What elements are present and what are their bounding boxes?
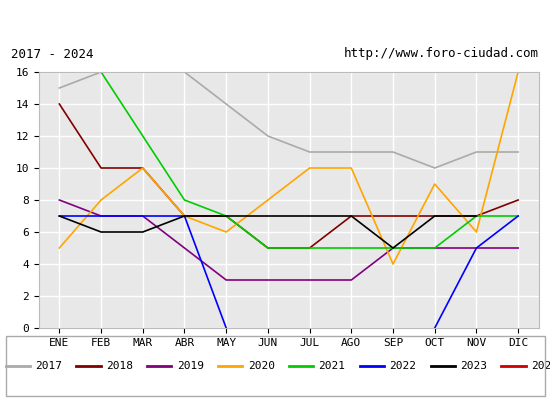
Text: 2022: 2022 [389,361,416,371]
Text: 2017 - 2024: 2017 - 2024 [11,48,94,60]
Text: 2023: 2023 [460,361,487,371]
Text: 2019: 2019 [177,361,204,371]
Text: 2018: 2018 [106,361,133,371]
Text: 2017: 2017 [35,361,62,371]
Text: 2021: 2021 [318,361,345,371]
Text: 2024: 2024 [531,361,550,371]
Text: 2020: 2020 [248,361,274,371]
Text: http://www.foro-ciudad.com: http://www.foro-ciudad.com [344,48,539,60]
Text: Evolucion del paro registrado en Abusejo: Evolucion del paro registrado en Abusejo [58,12,492,30]
